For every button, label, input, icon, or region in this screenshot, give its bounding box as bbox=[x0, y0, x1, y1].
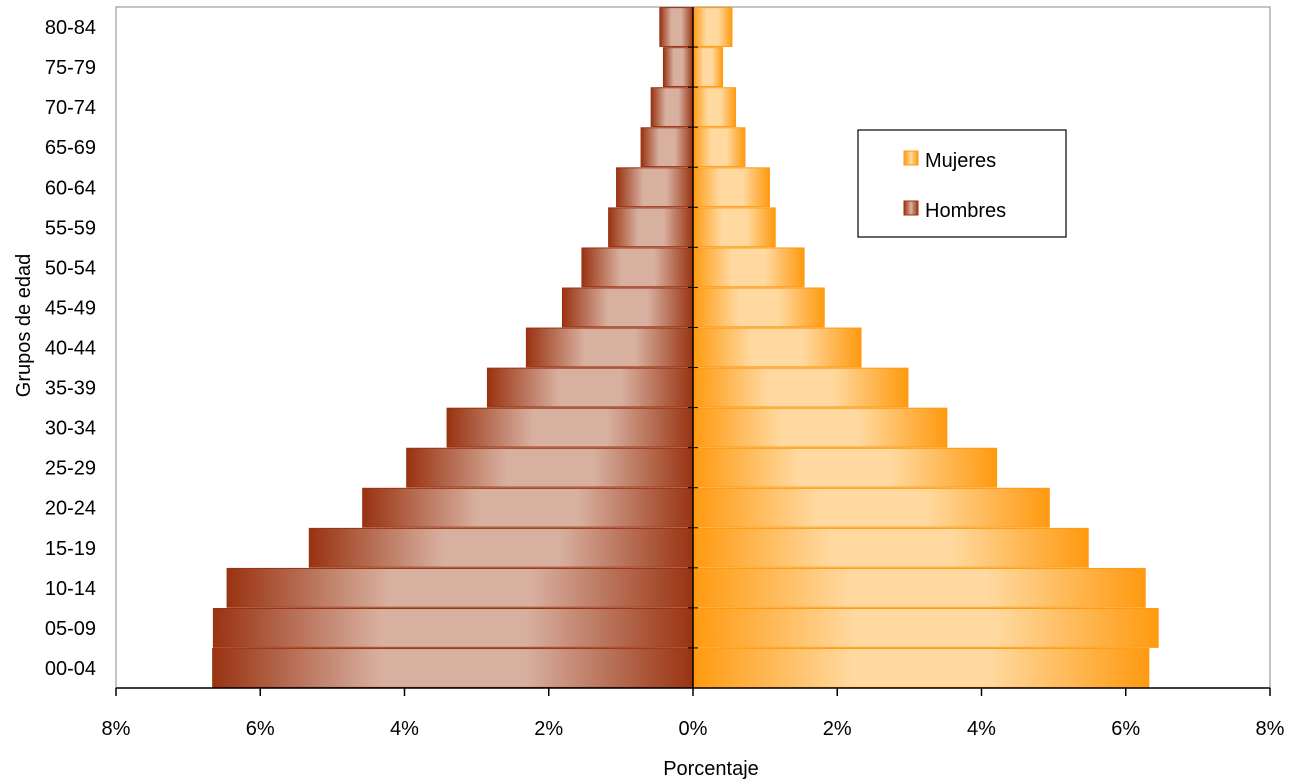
bar-mujeres-75-79 bbox=[692, 47, 724, 88]
y-tick-label: 15-19 bbox=[45, 538, 96, 560]
bar-mujeres-50-54 bbox=[692, 247, 805, 288]
x-tick-label: 8% bbox=[102, 718, 131, 740]
bar-mujeres-60-64 bbox=[692, 167, 770, 208]
legend-box bbox=[857, 129, 1067, 238]
bars-layer bbox=[212, 7, 1159, 688]
ticks-layer: 8% 6% 4% 2% 0% 2% 4% 6% 8% 00-04 05-09 10-14 15-19 20… bbox=[45, 17, 1285, 740]
y-tick-label: 75-79 bbox=[45, 57, 96, 79]
bar-hombres-50-54 bbox=[581, 247, 694, 288]
bar-hombres-70-74 bbox=[650, 87, 694, 128]
bar-hombres-10-14 bbox=[226, 567, 694, 608]
bar-mujeres-20-24 bbox=[692, 487, 1050, 528]
y-tick-label: 05-09 bbox=[45, 618, 96, 640]
bar-mujeres-00-04 bbox=[692, 648, 1150, 688]
bar-mujeres-25-29 bbox=[692, 447, 998, 488]
bar-hombres-20-24 bbox=[362, 487, 694, 528]
bar-hombres-25-29 bbox=[406, 447, 694, 488]
x-tick-label: 6% bbox=[1111, 718, 1140, 740]
x-tick-label: 0% bbox=[679, 718, 708, 740]
x-tick-label: 4% bbox=[390, 718, 419, 740]
bar-hombres-40-44 bbox=[525, 327, 694, 368]
y-tick-label: 60-64 bbox=[45, 177, 96, 199]
bar-hombres-45-49 bbox=[561, 287, 694, 328]
bar-mujeres-15-19 bbox=[692, 527, 1089, 568]
y-axis-title: Grupos de edad bbox=[13, 254, 35, 397]
y-tick-label: 20-24 bbox=[45, 498, 96, 520]
y-tick-label: 70-74 bbox=[45, 97, 96, 119]
legend-label-mujeres: Mujeres bbox=[925, 150, 996, 172]
x-tick-label: 2% bbox=[823, 718, 852, 740]
bar-hombres-60-64 bbox=[616, 167, 694, 208]
y-tick-label: 40-44 bbox=[45, 338, 96, 360]
bar-hombres-30-34 bbox=[446, 407, 694, 448]
y-tick-label: 00-04 bbox=[45, 658, 96, 680]
bar-mujeres-65-69 bbox=[692, 127, 746, 168]
y-tick-label: 80-84 bbox=[45, 17, 96, 39]
bar-mujeres-30-34 bbox=[692, 407, 948, 448]
bar-mujeres-70-74 bbox=[692, 87, 737, 128]
bar-hombres-15-19 bbox=[308, 527, 694, 568]
bar-hombres-55-59 bbox=[608, 207, 694, 248]
bar-mujeres-40-44 bbox=[692, 327, 862, 368]
y-tick-label: 55-59 bbox=[45, 217, 96, 239]
bar-hombres-80-84 bbox=[659, 7, 694, 47]
bar-hombres-05-09 bbox=[212, 607, 694, 648]
bar-mujeres-45-49 bbox=[692, 287, 825, 328]
bar-mujeres-05-09 bbox=[692, 607, 1159, 648]
y-tick-label: 45-49 bbox=[45, 297, 96, 319]
x-axis-title: Porcentaje bbox=[663, 758, 759, 780]
legend: Mujeres Hombres bbox=[857, 129, 1067, 238]
x-tick-label: 2% bbox=[534, 718, 563, 740]
y-tick-label: 25-29 bbox=[45, 458, 96, 480]
x-tick-label: 4% bbox=[967, 718, 996, 740]
y-tick-label: 65-69 bbox=[45, 137, 96, 159]
bar-mujeres-35-39 bbox=[692, 367, 909, 408]
legend-swatch-hombres bbox=[903, 200, 919, 216]
y-tick-label: 50-54 bbox=[45, 257, 96, 279]
bar-hombres-75-79 bbox=[662, 47, 694, 88]
bar-hombres-35-39 bbox=[486, 367, 694, 408]
x-tick-label: 6% bbox=[246, 718, 275, 740]
legend-label-hombres: Hombres bbox=[925, 200, 1006, 222]
y-tick-label: 35-39 bbox=[45, 378, 96, 400]
y-tick-label: 30-34 bbox=[45, 418, 96, 440]
x-tick-label: 8% bbox=[1256, 718, 1285, 740]
legend-swatch-mujeres bbox=[903, 150, 919, 166]
bar-mujeres-10-14 bbox=[692, 567, 1146, 608]
bar-mujeres-55-59 bbox=[692, 207, 776, 248]
y-tick-label: 10-14 bbox=[45, 578, 96, 600]
bar-hombres-00-04 bbox=[212, 648, 694, 688]
bar-mujeres-80-84 bbox=[692, 7, 733, 47]
bar-hombres-65-69 bbox=[640, 127, 694, 168]
